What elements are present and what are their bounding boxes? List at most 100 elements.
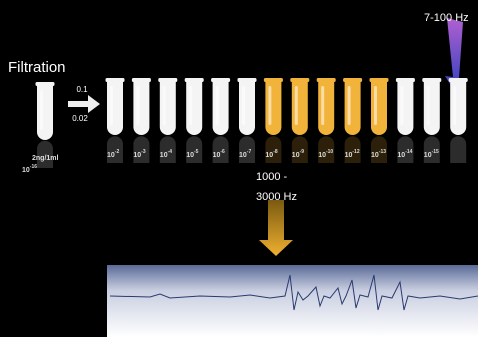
- tube-shine: [453, 86, 457, 125]
- tube-rim: [422, 78, 442, 82]
- tube-reflection: [212, 136, 229, 163]
- source-tube: [37, 84, 53, 140]
- tube-label-base: 10: [292, 152, 300, 159]
- tube: [397, 80, 414, 135]
- tube-rim: [263, 78, 283, 82]
- tube-label: 10-5: [186, 149, 198, 159]
- tube: [344, 80, 361, 135]
- tube-label-base: 10: [213, 152, 221, 159]
- high-band-line1: 1000 -: [256, 171, 288, 183]
- source-concentration: 10-16: [22, 164, 37, 174]
- tube-label: 10-6: [213, 149, 225, 159]
- high-band-line2: 3000 Hz: [256, 191, 297, 203]
- tube-label: 10-10: [318, 149, 333, 159]
- tube-reflection: [133, 136, 150, 163]
- tube-reflection: [265, 136, 282, 163]
- tube: [291, 80, 308, 135]
- tube-label-exp: -10: [326, 149, 333, 155]
- tube-label: 10-13: [371, 149, 386, 159]
- tube-label-exp: -9: [300, 149, 305, 155]
- tube-reflection: [107, 136, 123, 163]
- tube: [212, 80, 229, 135]
- tube-label-base: 10: [265, 152, 273, 159]
- tube-reflection: [371, 136, 387, 163]
- tube: [371, 80, 387, 135]
- tube-shine: [110, 86, 113, 125]
- tube: [450, 80, 467, 135]
- tube-rim: [343, 78, 363, 82]
- tube-label: 10-8: [265, 149, 277, 159]
- tube-reflection: [423, 136, 440, 163]
- filter-bottom: 0.02: [72, 114, 88, 123]
- tube-rim: [184, 78, 204, 82]
- source-tube-shine: [40, 90, 43, 130]
- tube-rim: [395, 78, 415, 82]
- waveform-trace: [109, 274, 478, 311]
- tube-label-base: 10: [397, 152, 405, 159]
- title: Filtration: [8, 59, 66, 76]
- tube-label-base: 10: [239, 152, 247, 159]
- tube-label-exp: -12: [352, 149, 359, 155]
- tube-label-exp: -8: [273, 149, 278, 155]
- tube-rim: [316, 78, 336, 82]
- tube-label: 10-15: [424, 149, 439, 159]
- tube-shine: [242, 86, 245, 125]
- tube-label-exp: -4: [168, 149, 173, 155]
- tube-label: 10-7: [239, 149, 251, 159]
- low-band-label: 7-100 Hz: [424, 12, 469, 24]
- tube-label-exp: -13: [379, 149, 386, 155]
- tube-shine: [321, 86, 325, 125]
- tube-rim: [105, 78, 125, 82]
- source-tube-rim: [35, 82, 55, 86]
- tube-label: 10-2: [107, 149, 119, 159]
- tube: [133, 80, 150, 135]
- tube: [318, 80, 335, 135]
- tube-rim: [290, 78, 310, 82]
- tube-label-exp: -6: [220, 149, 225, 155]
- tube-label: 10-3: [133, 149, 145, 159]
- tube-rim: [211, 78, 231, 82]
- tube-reflection: [397, 136, 414, 163]
- tube-shine: [189, 86, 193, 125]
- tube-label-exp: -3: [141, 149, 146, 155]
- tube-shine: [347, 86, 351, 125]
- tube: [159, 80, 176, 135]
- tube-rim: [448, 78, 468, 82]
- tube-label-base: 10: [318, 152, 326, 159]
- tube-label-base: 10: [160, 152, 168, 159]
- tube-reflection: [318, 136, 335, 163]
- tube-shine: [215, 86, 219, 125]
- tube-reflection: [159, 136, 176, 163]
- tube: [107, 80, 123, 135]
- source-tube-reflection: [37, 140, 53, 168]
- tube-reflection: [344, 136, 361, 163]
- tube: [423, 80, 440, 135]
- tube-shine: [374, 86, 377, 125]
- low-band-arrow: [445, 18, 467, 92]
- tube-shine: [426, 86, 430, 125]
- tube-reflection: [291, 136, 308, 163]
- tube: [186, 80, 203, 135]
- tube-label-base: 10: [186, 152, 194, 159]
- tube-reflection: [450, 136, 467, 163]
- source-label: 2ng/1ml: [32, 155, 59, 162]
- tube-label-base: 10: [133, 152, 141, 159]
- tube-label-base: 10: [424, 152, 432, 159]
- tube-rim: [131, 78, 151, 82]
- tube-shine: [136, 86, 140, 125]
- tube-label-base: 10: [371, 152, 379, 159]
- tube-rim: [158, 78, 178, 82]
- tube-label-exp: -7: [247, 149, 252, 155]
- tube-shine: [400, 86, 404, 125]
- tube: [239, 80, 255, 135]
- tube-label-exp: -5: [194, 149, 199, 155]
- filter-arrow: [68, 95, 100, 113]
- filter-top: 0.1: [76, 85, 88, 94]
- tube-label-base: 10: [345, 152, 353, 159]
- tube-label-exp: -15: [432, 149, 439, 155]
- tube-shine: [294, 86, 298, 125]
- tube-label: 10-4: [160, 149, 172, 159]
- tube: [265, 80, 282, 135]
- tube-reflection: [239, 136, 255, 163]
